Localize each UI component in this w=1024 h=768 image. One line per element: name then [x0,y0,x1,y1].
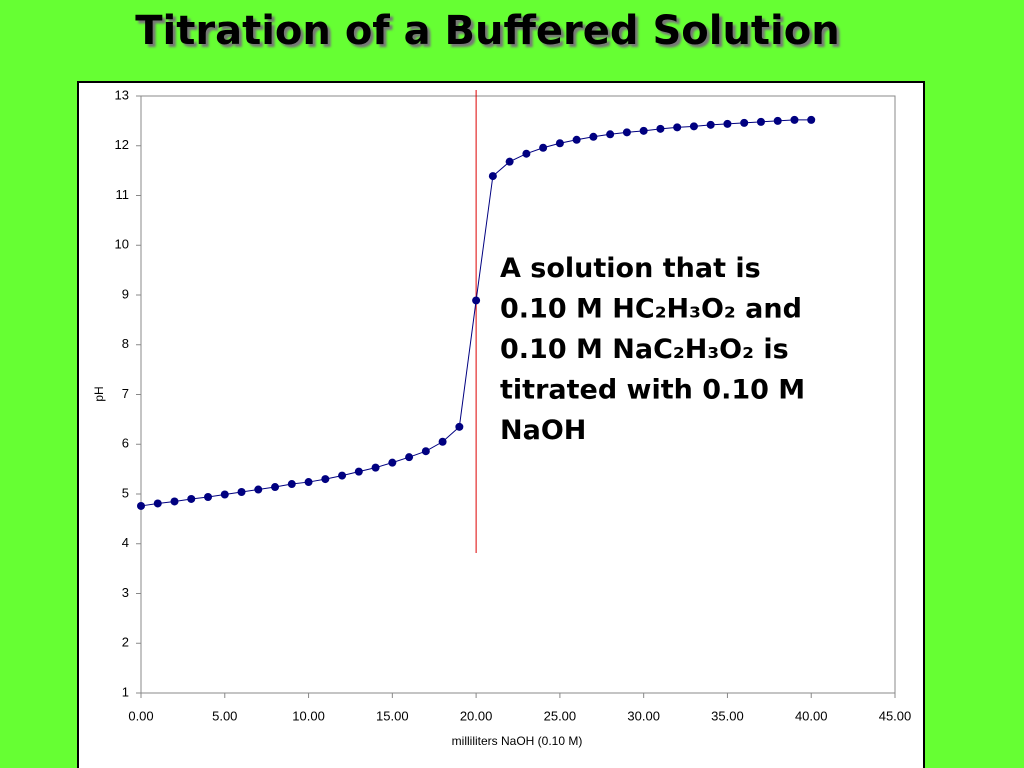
x-axis-label: milliliters NaOH (0.10 M) [452,734,583,748]
y-tick-label: 7 [122,386,129,401]
annotation-line: 0.10 M NaC₂H₃O₂ is [500,334,789,365]
data-point [505,157,514,166]
y-tick-label: 11 [116,187,130,202]
data-point [220,490,229,499]
y-tick-label: 12 [115,137,129,152]
data-point [371,463,380,472]
data-point [673,123,682,132]
data-point [522,149,531,158]
data-point [170,497,179,506]
data-point [488,172,497,181]
data-point [338,471,347,480]
y-tick-label: 5 [122,485,129,500]
y-tick-label: 9 [122,286,129,301]
data-point [438,437,447,446]
data-point [287,480,296,489]
data-point [656,124,665,133]
x-tick-label: 40.00 [795,708,828,723]
data-point [723,119,732,128]
data-point [790,115,799,124]
x-tick-label: 15.00 [376,708,409,723]
data-point [807,115,816,124]
data-point [706,120,715,129]
x-tick-label: 35.00 [711,708,744,723]
annotation-line: NaOH [500,415,586,446]
data-point [740,118,749,127]
data-point [405,453,414,462]
x-tick-label: 20.00 [460,708,493,723]
data-point [572,135,581,144]
data-point [187,494,196,503]
data-point [455,422,464,431]
chart-area [77,81,925,768]
data-point [639,126,648,135]
data-point [555,139,564,148]
y-tick-label: 13 [115,87,129,102]
data-point [622,128,631,137]
data-point [388,458,397,467]
y-axis-label: pH [92,386,106,401]
data-point [606,130,615,139]
x-tick-label: 30.00 [627,708,660,723]
data-point [271,483,280,492]
y-tick-label: 3 [122,585,129,600]
y-tick-label: 6 [122,436,129,451]
y-tick-label: 4 [122,535,129,550]
annotation-line: A solution that is [500,253,761,284]
slide-title: Titration of a Buffered Solution [135,8,840,54]
data-point [354,467,363,476]
data-point [254,485,263,494]
data-point [589,132,598,141]
data-point [204,492,213,501]
y-tick-label: 1 [122,684,129,699]
data-point [304,478,313,487]
x-tick-label: 25.00 [544,708,577,723]
data-point [321,475,330,484]
x-tick-label: 10.00 [292,708,325,723]
x-tick-label: 0.00 [128,708,153,723]
annotation-line: 0.10 M HC₂H₃O₂ and [500,294,802,325]
data-point [689,122,698,131]
data-point [237,488,246,497]
annotation-line: titrated with 0.10 M [500,375,805,406]
y-tick-label: 2 [122,635,129,650]
data-point [137,501,145,510]
data-point [756,117,765,126]
y-tick-label: 8 [122,336,129,351]
x-tick-label: 5.00 [212,708,237,723]
data-point [773,116,782,125]
data-point [153,499,162,508]
y-tick-label: 10 [115,237,129,252]
data-point [421,447,430,456]
x-tick-label: 45.00 [879,708,912,723]
data-point [539,143,548,152]
data-point [472,296,481,305]
